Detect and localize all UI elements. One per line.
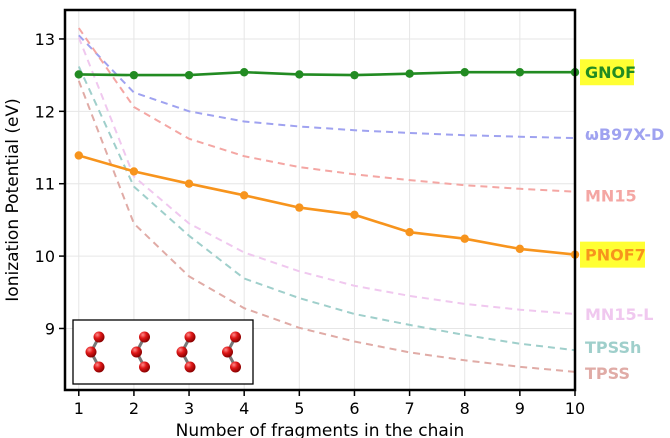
data-point-pnof7 [405, 228, 414, 237]
series-line-pnof7 [78, 154, 575, 256]
series-label-mn15: MN15 [585, 187, 637, 206]
data-point-pnof7 [239, 191, 249, 200]
atom [85, 346, 97, 358]
data-point-pnof7 [129, 167, 139, 176]
atom [230, 331, 241, 343]
plot-frame [63, 8, 577, 392]
y-tick-label: 12 [35, 102, 55, 121]
x-tick-label: 7 [405, 399, 415, 418]
molecule-fragment [131, 331, 150, 373]
y-tick-label: 13 [35, 30, 55, 49]
data-point-gnof [350, 70, 359, 80]
atom [184, 361, 196, 373]
data-point-pnof7 [460, 234, 469, 243]
x-tick-label: 5 [294, 399, 304, 418]
data-point-gnof [239, 68, 249, 77]
x-tick-label: 9 [515, 399, 525, 418]
x-tick-label: 3 [184, 399, 194, 418]
series-line-gnof [78, 70, 575, 77]
data-point-gnof [460, 68, 469, 77]
molecule-fragment [176, 331, 196, 373]
series-label-tpss: TPSS [585, 364, 630, 383]
data-point-gnof [515, 68, 525, 77]
atom [131, 346, 142, 358]
data-point-pnof7 [515, 244, 525, 254]
data-point-gnof [405, 69, 414, 78]
data-point-gnof [74, 70, 83, 79]
molecule-fragment [85, 331, 105, 373]
x-tick-label: 1 [74, 399, 84, 418]
x-tick-label: 6 [349, 399, 359, 418]
series-label-mn15-l: MN15-L [585, 305, 653, 324]
x-tick-label: 4 [239, 399, 249, 418]
x-tick-label: 10 [565, 399, 585, 418]
atom [139, 361, 150, 373]
series-line-mn15 [77, 27, 575, 193]
molecule-fragment [222, 331, 241, 373]
data-point-gnof [184, 70, 194, 80]
data-point-pnof7 [74, 151, 83, 160]
data-point-pnof7 [184, 179, 194, 188]
atom [93, 331, 105, 343]
y-tick-label: 11 [35, 175, 55, 194]
series-label-highlight-pnof7 [580, 241, 645, 268]
series-markers [74, 68, 580, 259]
x-tick-label: 8 [460, 399, 470, 418]
series-line-tpssh [77, 66, 575, 352]
data-point-pnof7 [350, 210, 359, 220]
atom [222, 346, 233, 358]
x-axis-title: Number of fragments in the chain [176, 421, 465, 438]
molecule-inset [72, 319, 254, 385]
atom [139, 331, 150, 343]
atom [184, 331, 196, 343]
atom [176, 346, 188, 358]
series-label-gnof: GNOF [585, 63, 636, 82]
y-tick-label: 9 [45, 319, 55, 338]
series-labels: GNOF PNOF7 ωB97X-D MN15 MN15-L TPSSh TPSS [580, 59, 664, 383]
series-label-highlight-gnof [580, 59, 634, 86]
series-lines [77, 27, 575, 373]
series-label-b97x-d: ωB97X-D [585, 125, 664, 144]
atom [230, 361, 241, 373]
y-axis-title: Ionization Potential (eV) [3, 98, 23, 301]
series-line-b97x-d [78, 34, 575, 140]
series-label-tpssh: TPSSh [585, 338, 641, 357]
data-point-gnof [295, 70, 304, 79]
series-line-mn15-l [77, 37, 575, 315]
data-point-pnof7 [295, 203, 304, 212]
atom [93, 361, 105, 373]
data-point-gnof [129, 70, 139, 80]
x-tick-label: 2 [129, 399, 139, 418]
y-tick-label: 10 [35, 247, 55, 266]
series-label-pnof7: PNOF7 [585, 246, 646, 265]
